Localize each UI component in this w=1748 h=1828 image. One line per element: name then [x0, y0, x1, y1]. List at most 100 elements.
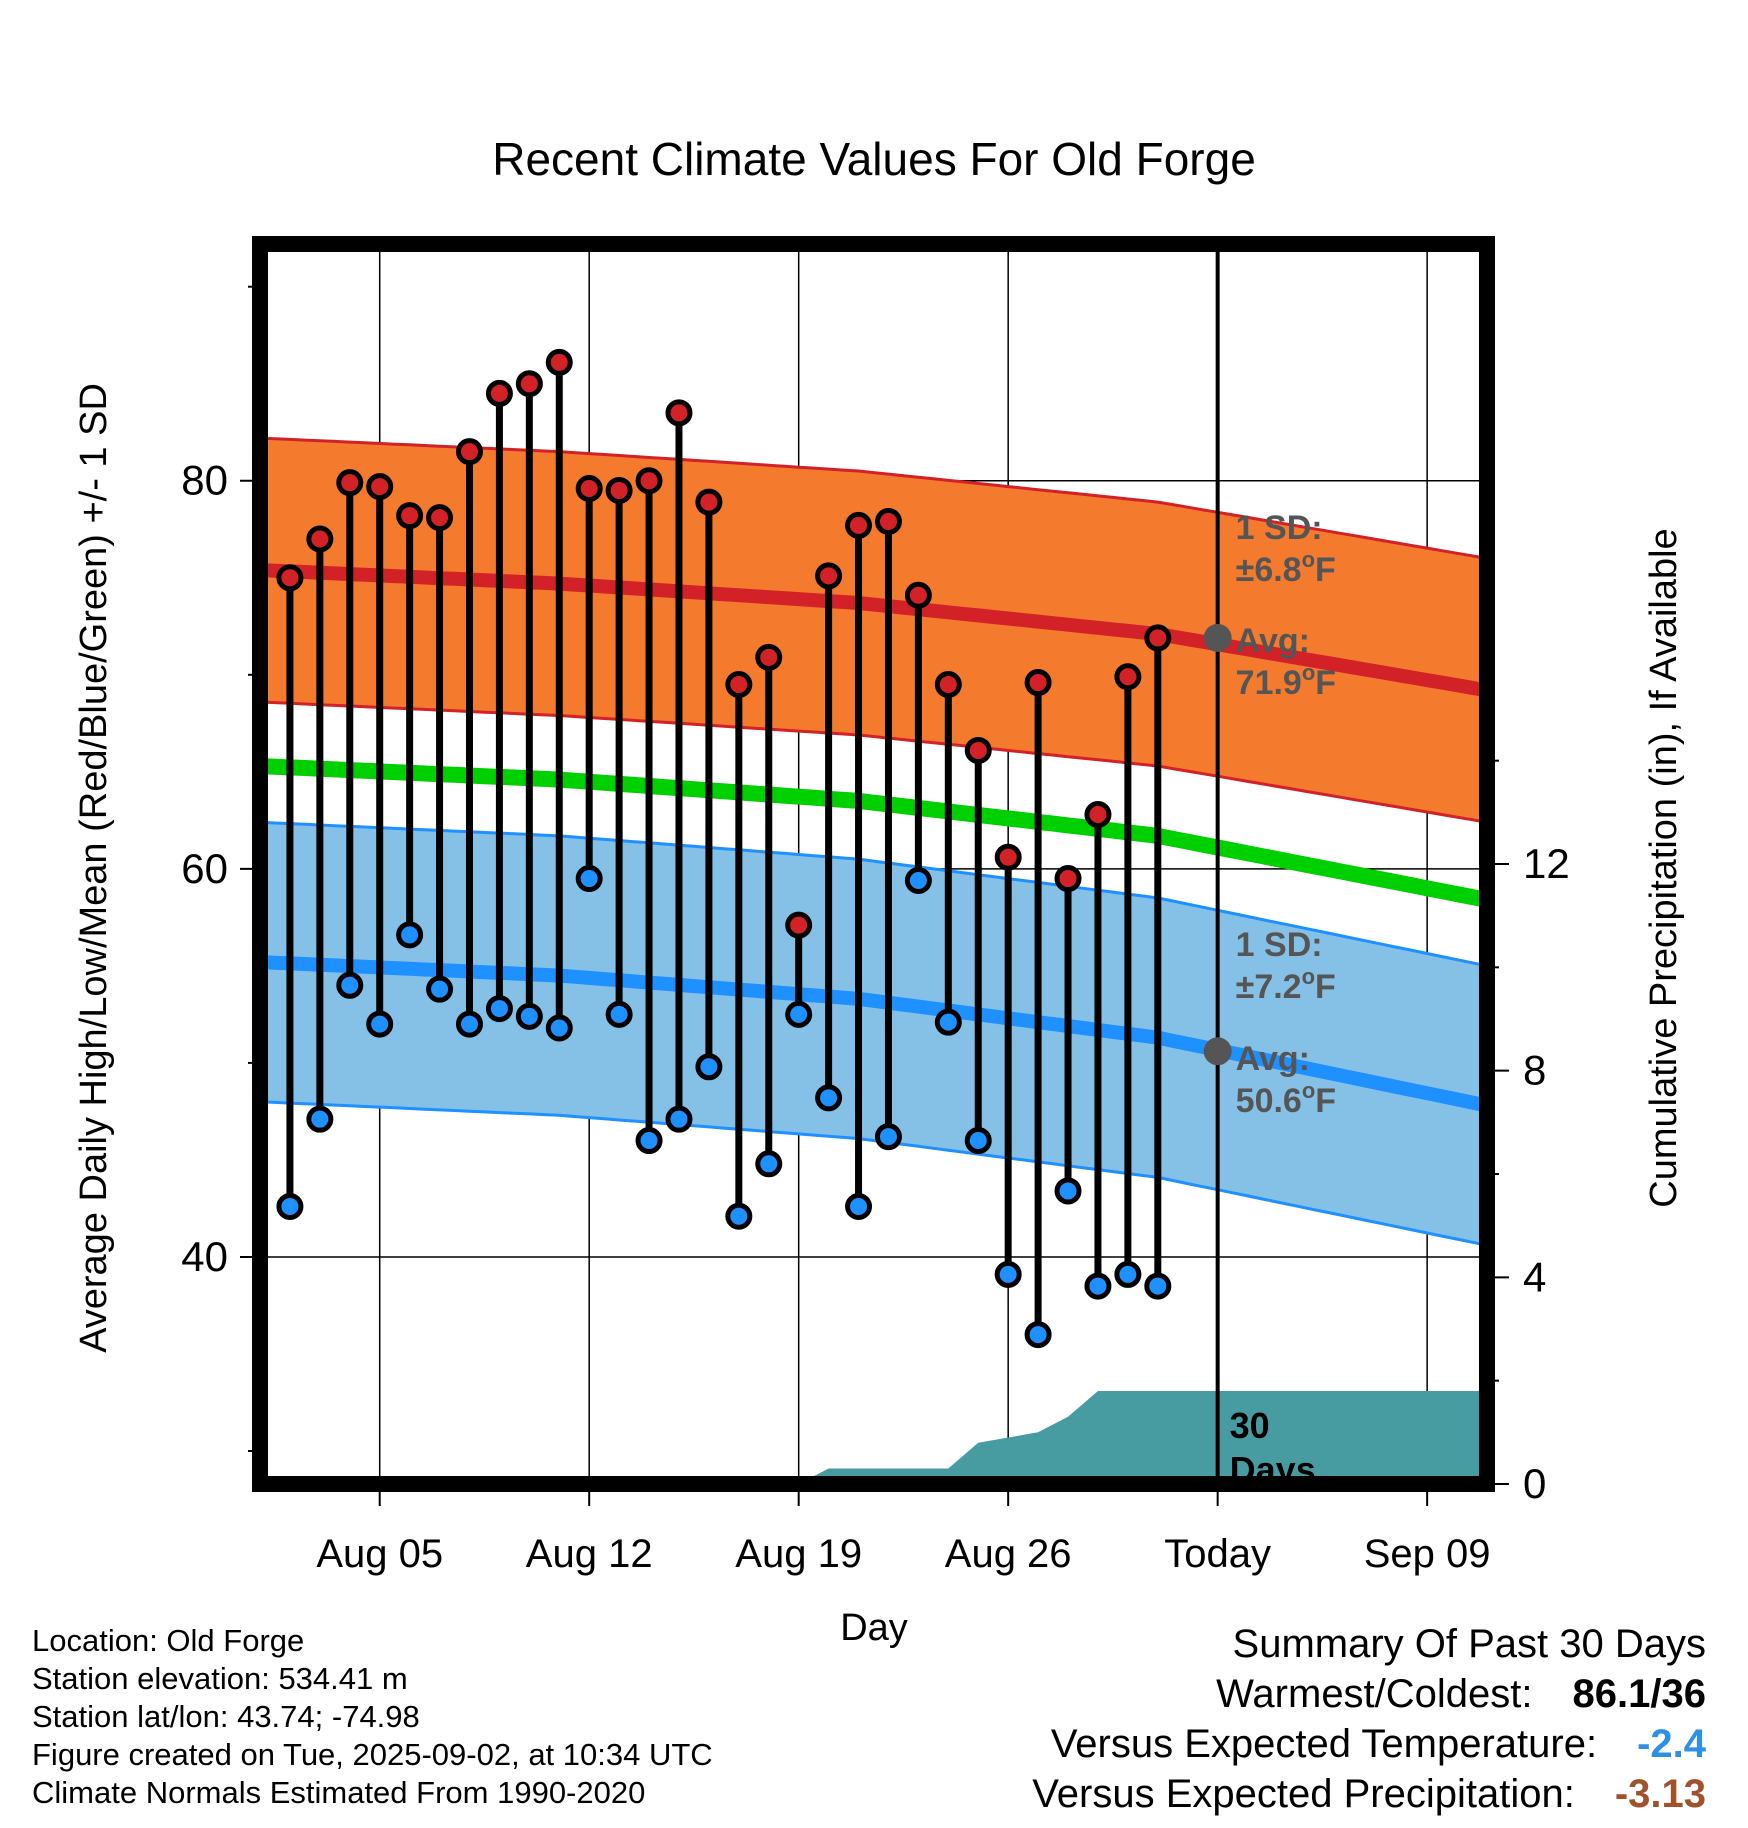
y-tick-label: 40 — [181, 1233, 228, 1280]
y2-tick-label: 0 — [1523, 1460, 1546, 1507]
daily-high-point — [934, 671, 962, 699]
daily-low-point — [455, 1010, 483, 1038]
daily-high-point — [276, 564, 304, 592]
y2-tick-label: 4 — [1523, 1253, 1546, 1300]
daily-high-point — [695, 488, 723, 516]
daily-high-point — [635, 467, 663, 495]
warmest-value: 86.1/36 — [1572, 1672, 1706, 1716]
daily-low-point — [635, 1127, 663, 1155]
daily-low-point — [934, 1008, 962, 1036]
warmest-label: Warmest/Coldest: — [1216, 1672, 1533, 1716]
daily-low-point — [396, 921, 424, 949]
daily-low-point — [1114, 1260, 1142, 1288]
low-sd-annotation: 1 SD: ±7.2oF — [1236, 926, 1336, 1006]
daily-high-point — [426, 504, 454, 532]
daily-low-point — [964, 1127, 992, 1155]
x-tick-label: Today — [1164, 1532, 1271, 1576]
daily-high-point — [1024, 669, 1052, 697]
y2-tick-label: 12 — [1523, 840, 1570, 887]
low-sd-annotation-label: 1 SD: — [1236, 926, 1323, 964]
summary-heading: Summary Of Past 30 Days — [1232, 1622, 1706, 1666]
x-axis-label: Day — [840, 1607, 908, 1649]
daily-high-point — [665, 399, 693, 427]
elevation-text: Station elevation: 534.41 m — [32, 1661, 408, 1696]
daily-low-point — [426, 975, 454, 1003]
daily-low-point — [1144, 1272, 1172, 1300]
daily-low-point — [306, 1105, 334, 1133]
daily-high-point — [545, 348, 573, 376]
daily-high-point — [725, 671, 753, 699]
daily-high-point — [964, 736, 992, 764]
low-avg-annotation-label: Avg: — [1236, 1040, 1310, 1078]
today-days-number: 30 — [1230, 1405, 1270, 1446]
daily-high-point — [336, 469, 364, 497]
daily-low-point — [695, 1053, 723, 1081]
summary-temp-row: Versus Expected Temperature: -2.4 — [1051, 1722, 1706, 1767]
daily-high-point — [904, 581, 932, 609]
daily-low-point — [366, 1010, 394, 1038]
created-text: Figure created on Tue, 2025-09-02, at 10… — [32, 1737, 713, 1772]
normals-text: Climate Normals Estimated From 1990-2020 — [32, 1775, 646, 1810]
temp-deviation-label: Versus Expected Temperature: — [1050, 1722, 1598, 1766]
daily-high-point — [785, 911, 813, 939]
low-band — [260, 822, 1487, 1246]
precip-layer — [260, 1391, 1487, 1484]
y-tick-label: 60 — [181, 845, 228, 892]
summary-precip-row: Versus Expected Precipitation: -3.13 — [1032, 1772, 1706, 1817]
normal-bands — [260, 436, 1487, 1247]
today-avg-low-point — [1203, 1037, 1232, 1066]
daily-high-point — [575, 475, 603, 503]
high-band — [260, 438, 1487, 823]
daily-high-point — [455, 438, 483, 466]
daily-low-point — [515, 1002, 543, 1030]
daily-high-point — [515, 370, 543, 398]
daily-low-point — [605, 1000, 633, 1028]
station-info: Location: Old Forge Station elevation: 5… — [32, 1622, 713, 1812]
daily-low-point — [815, 1084, 843, 1112]
high-normal-line — [260, 563, 1487, 698]
low-band-upper-edge — [260, 820, 1487, 968]
daily-low-point — [994, 1260, 1022, 1288]
low-avg-annotation: Avg: 50.6oF — [1236, 1040, 1336, 1120]
daily-low-point — [575, 865, 603, 893]
daily-high-point — [1084, 801, 1112, 829]
low-sd-annotation-degree: o — [1302, 964, 1315, 989]
high-band-lower-edge — [260, 700, 1487, 824]
high-avg-annotation: Avg: 71.9oF — [1236, 622, 1336, 702]
daily-high-point — [874, 507, 902, 535]
daily-low-point — [665, 1105, 693, 1133]
x-tick-label: Aug 19 — [735, 1532, 862, 1576]
low-sd-annotation-value: ±7.2 — [1236, 968, 1302, 1006]
daily-low-point — [485, 995, 513, 1023]
low-normal-line — [260, 955, 1487, 1113]
chart-title: Recent Climate Values For Old Forge — [492, 133, 1256, 185]
high-sd-annotation-value: ±6.8 — [1236, 551, 1302, 589]
today-avg-high-point — [1203, 623, 1232, 652]
daily-high-point — [396, 502, 424, 530]
high-avg-annotation-unit: F — [1315, 664, 1336, 702]
daily-high-point — [994, 843, 1022, 871]
high-avg-annotation-degree: o — [1302, 660, 1315, 685]
daily-high-point — [485, 379, 513, 407]
y2-tick-label: 8 — [1523, 1047, 1546, 1094]
x-tick-label: Aug 26 — [945, 1532, 1072, 1576]
low-sd-annotation-unit: F — [1315, 968, 1336, 1006]
precip-deviation-label: Versus Expected Precipitation: — [1032, 1772, 1575, 1816]
daily-high-point — [1054, 865, 1082, 893]
high-avg-annotation-label: Avg: — [1236, 622, 1310, 660]
x-tick-label: Aug 12 — [526, 1532, 653, 1576]
daily-high-point — [306, 525, 334, 553]
daily-low-point — [276, 1193, 304, 1221]
low-avg-annotation-degree: o — [1302, 1078, 1315, 1103]
high-sd-annotation: 1 SD: ±6.8oF — [1236, 509, 1336, 589]
daily-low-point — [845, 1193, 873, 1221]
high-sd-annotation-unit: F — [1315, 551, 1336, 589]
daily-low-point — [1024, 1321, 1052, 1349]
high-avg-annotation-value: 71.9 — [1236, 664, 1302, 702]
location-text: Location: Old Forge — [32, 1623, 305, 1658]
daily-low-point — [725, 1202, 753, 1230]
daily-low-point — [545, 1014, 573, 1042]
